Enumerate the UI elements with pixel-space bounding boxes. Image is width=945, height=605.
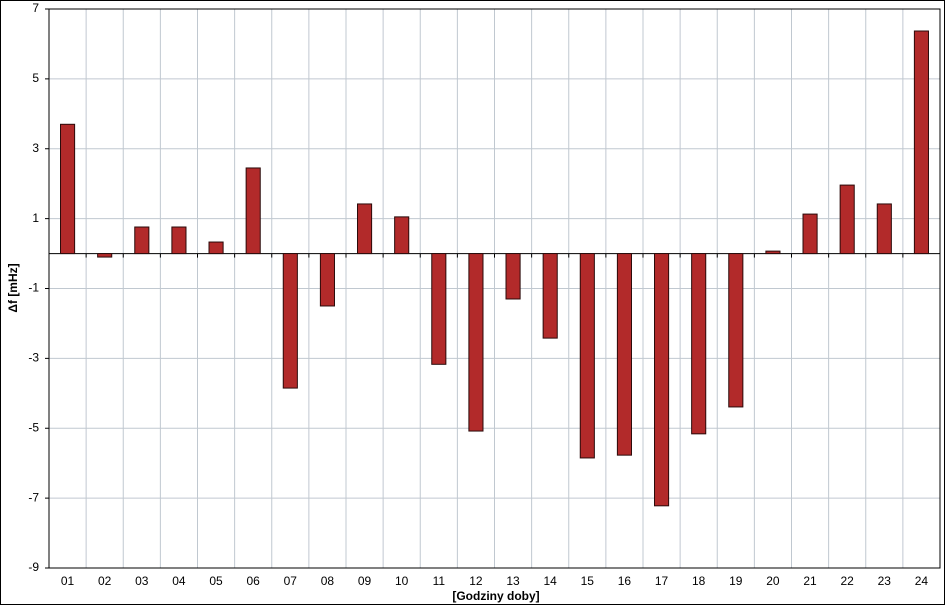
bar (134, 226, 150, 255)
x-tick-label: 24 (915, 574, 929, 588)
bar (431, 253, 447, 365)
bar (691, 253, 707, 435)
bar (542, 253, 558, 339)
x-tick-label: 17 (655, 574, 669, 588)
y-tick-label: 1 (32, 211, 39, 225)
x-tick-label: 08 (321, 574, 335, 588)
x-tick-label: 22 (841, 574, 855, 588)
y-tick-label: -1 (28, 281, 39, 295)
x-tick-label: 03 (135, 574, 149, 588)
y-tick-label: 5 (32, 71, 39, 85)
bar (357, 203, 373, 255)
bar (245, 167, 261, 255)
x-tick-label: 19 (729, 574, 743, 588)
bar (97, 253, 113, 258)
x-tick-label: 12 (469, 574, 483, 588)
bar (913, 30, 929, 255)
x-tick-label: 07 (284, 574, 298, 588)
bar (468, 253, 484, 432)
bar (394, 216, 410, 255)
y-tick-label: -5 (28, 420, 39, 434)
x-tick-label: 15 (581, 574, 595, 588)
bar (802, 213, 818, 255)
y-tick-label: -9 (28, 560, 39, 574)
bar (171, 226, 187, 255)
x-tick-label: 13 (506, 574, 520, 588)
x-tick-label: 06 (247, 574, 261, 588)
x-tick-label: 01 (61, 574, 75, 588)
bar (839, 184, 855, 255)
bar (319, 253, 335, 307)
y-tick-label: 3 (32, 141, 39, 155)
plot-border (48, 8, 941, 569)
x-tick-label: 21 (803, 574, 817, 588)
y-tick-label: 7 (32, 1, 39, 15)
bar (616, 253, 632, 456)
x-tick-label: 11 (433, 574, 446, 588)
x-tick-label: 20 (766, 574, 780, 588)
x-tick-label: 18 (692, 574, 706, 588)
y-tick-label: -7 (28, 490, 39, 504)
x-tick-label: 10 (395, 574, 409, 588)
x-axis-title: [Godziny doby] (452, 589, 539, 603)
bar (208, 241, 224, 255)
bar (505, 253, 521, 300)
bar (579, 253, 595, 459)
bar (654, 253, 670, 507)
y-axis-title: Δf [mHz] (6, 263, 20, 312)
x-tick-label: 23 (878, 574, 892, 588)
bar (728, 253, 744, 408)
x-tick-label: 16 (618, 574, 632, 588)
bar (765, 250, 781, 255)
x-tick-label: 09 (358, 574, 372, 588)
bar (60, 123, 76, 255)
bar (876, 203, 892, 255)
x-tick-label: 05 (209, 574, 223, 588)
x-tick-label: 02 (98, 574, 112, 588)
x-tick-label: 04 (172, 574, 186, 588)
y-tick-label: -3 (28, 351, 39, 365)
x-tick-label: 14 (544, 574, 558, 588)
bar (282, 253, 298, 389)
